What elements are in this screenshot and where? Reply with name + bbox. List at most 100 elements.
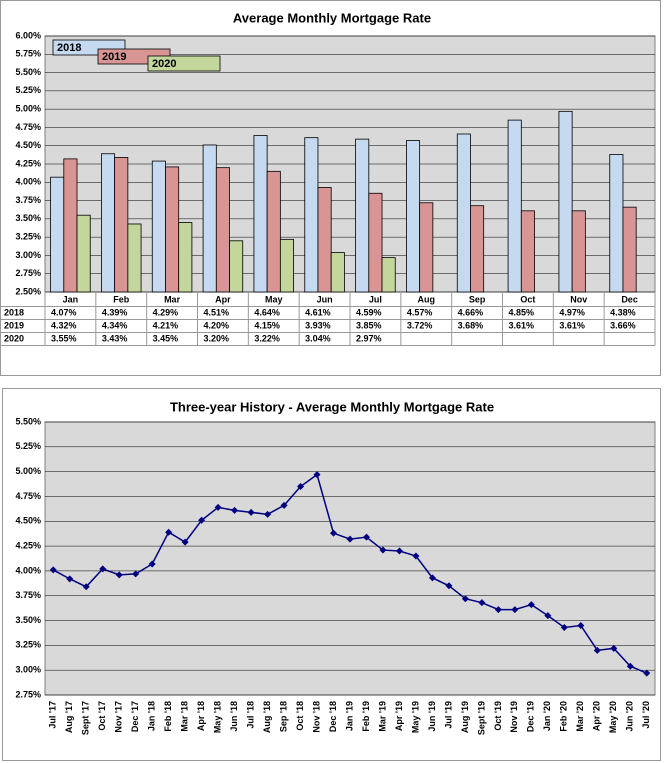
table-cell: 4.29% xyxy=(153,307,179,317)
marker xyxy=(577,622,585,630)
x-tick-label: May xyxy=(265,294,283,304)
x-tick-label: Oct xyxy=(520,294,535,304)
table-cell: 4.39% xyxy=(102,307,128,317)
bar xyxy=(279,238,294,293)
marker xyxy=(214,503,222,511)
table-cell: 4.34% xyxy=(102,320,128,330)
bar xyxy=(381,257,396,293)
table-cell: 2.97% xyxy=(356,333,382,343)
y-tick-label: 4.25% xyxy=(15,540,41,550)
table-cell: 3.45% xyxy=(153,333,179,343)
x-tick-label: Jan '18 xyxy=(147,701,157,731)
x-tick-label: Nov '19 xyxy=(509,701,519,733)
table-cell: 4.51% xyxy=(204,307,230,317)
table-row-label: 2018 xyxy=(4,307,24,317)
marker xyxy=(99,565,107,573)
x-tick-label: Nov xyxy=(570,294,587,304)
bar xyxy=(101,153,116,293)
table-cell: 3.55% xyxy=(51,333,77,343)
plot-area xyxy=(44,421,656,696)
marker xyxy=(148,560,156,568)
table-cell: 4.20% xyxy=(204,320,230,330)
table-cell: 4.85% xyxy=(509,307,535,317)
marker xyxy=(231,506,239,514)
marker xyxy=(527,601,535,609)
y-tick-label: 5.50% xyxy=(15,67,41,77)
bar xyxy=(355,138,370,293)
bar xyxy=(571,210,586,293)
x-tick-label: Jan '19 xyxy=(344,701,354,731)
y-tick-label: 3.50% xyxy=(15,213,41,223)
x-tick-label: Aug xyxy=(418,294,436,304)
marker xyxy=(115,571,123,579)
y-tick-label: 3.00% xyxy=(15,665,41,675)
x-tick-label: Jun '19 xyxy=(427,701,437,732)
y-tick-label: 2.50% xyxy=(15,286,41,296)
marker xyxy=(49,566,57,574)
table-cell: 4.21% xyxy=(153,320,179,330)
bar xyxy=(178,222,193,293)
x-tick-label: Dec '18 xyxy=(328,701,338,732)
y-tick-label: 5.25% xyxy=(15,85,41,95)
chart-title: Average Monthly Mortgage Rate xyxy=(233,10,431,25)
marker xyxy=(445,582,453,590)
bar xyxy=(151,160,166,293)
table-cell: 4.57% xyxy=(407,307,433,317)
legend-label: 2019 xyxy=(102,51,126,63)
bar xyxy=(406,140,421,293)
marker xyxy=(247,508,255,516)
table-cell: 4.97% xyxy=(559,307,585,317)
table-cell: 3.43% xyxy=(102,333,128,343)
x-tick-label: Feb '18 xyxy=(163,701,173,732)
x-tick-label: Aug '19 xyxy=(460,701,470,733)
x-tick-label: May '19 xyxy=(410,701,420,733)
x-tick-label: Jul '19 xyxy=(443,701,453,729)
y-tick-label: 5.00% xyxy=(15,104,41,114)
table-row-label: 2020 xyxy=(4,333,24,343)
x-tick-label: May '20 xyxy=(608,701,618,733)
bar xyxy=(317,187,332,293)
marker xyxy=(181,538,189,546)
y-tick-label: 2.75% xyxy=(15,268,41,278)
marker xyxy=(643,669,651,677)
bar xyxy=(520,210,535,293)
y-tick-label: 6.00% xyxy=(15,30,41,40)
x-tick-label: Feb xyxy=(113,294,130,304)
legend-swatch xyxy=(147,55,221,72)
marker xyxy=(395,547,403,555)
bar xyxy=(304,137,319,293)
marker xyxy=(280,501,288,509)
y-tick-label: 3.00% xyxy=(15,250,41,260)
marker xyxy=(544,612,552,620)
x-tick-label: Jul '20 xyxy=(641,701,651,729)
bar xyxy=(50,176,65,293)
y-tick-label: 3.25% xyxy=(15,232,41,242)
marker xyxy=(478,599,486,607)
bar xyxy=(63,158,78,293)
bar xyxy=(253,135,268,293)
bar xyxy=(165,166,180,293)
x-tick-label: Mar '18 xyxy=(180,701,190,732)
marker xyxy=(610,644,618,652)
y-tick-label: 3.75% xyxy=(15,590,41,600)
y-tick-label: 4.50% xyxy=(15,140,41,150)
bar xyxy=(622,206,637,293)
x-tick-label: Nov '17 xyxy=(114,701,124,733)
x-tick-label: Dec '19 xyxy=(526,701,536,732)
x-tick-label: Dec '17 xyxy=(130,701,140,732)
y-tick-label: 4.50% xyxy=(15,516,41,526)
table-cell: 4.32% xyxy=(51,320,77,330)
x-tick-label: May '18 xyxy=(212,701,222,733)
x-tick-label: Jul xyxy=(369,294,382,304)
x-tick-label: Apr '19 xyxy=(394,701,404,731)
marker xyxy=(346,535,354,543)
marker xyxy=(593,646,601,654)
bar xyxy=(470,205,485,293)
bar xyxy=(215,167,230,293)
x-tick-label: Mar xyxy=(164,294,181,304)
table-row-label: 2019 xyxy=(4,320,24,330)
table-cell: 3.61% xyxy=(509,320,535,330)
table-cell: 4.66% xyxy=(458,307,484,317)
bar xyxy=(609,154,624,293)
